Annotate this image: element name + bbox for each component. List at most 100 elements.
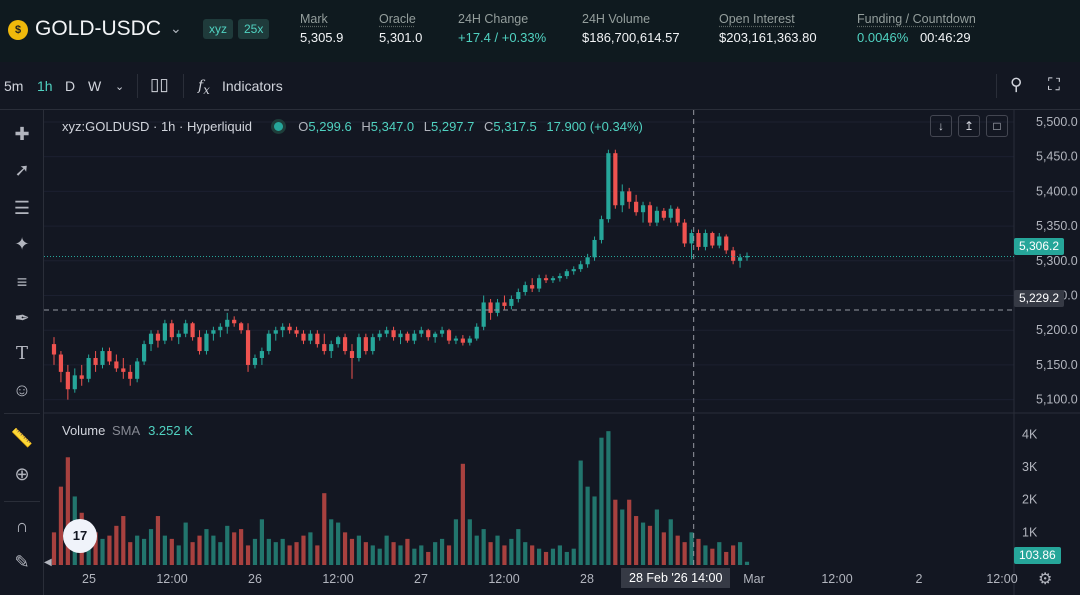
volume-axis-label: 1K bbox=[1022, 525, 1038, 539]
tradingview-logo[interactable]: 17 bbox=[63, 519, 97, 553]
candle-body bbox=[578, 264, 583, 270]
volume-tag: 103.86 bbox=[1014, 547, 1061, 564]
candle-body bbox=[287, 326, 292, 331]
funding-rate: 0.0046% bbox=[857, 30, 909, 45]
candle-body bbox=[661, 210, 666, 218]
volume-bar bbox=[585, 486, 590, 565]
candle-body bbox=[537, 278, 542, 289]
collapse-icon[interactable]: ↥ bbox=[958, 115, 980, 137]
price-axis-label: 5,300.0 bbox=[1036, 254, 1078, 268]
pair-title[interactable]: GOLD-USDC bbox=[35, 17, 162, 40]
volume-bar bbox=[370, 545, 375, 565]
volume-bar bbox=[557, 545, 562, 565]
magnet-icon[interactable]: ∩ bbox=[15, 516, 29, 536]
interval-5m[interactable]: 5m bbox=[4, 78, 24, 94]
scroll-down-icon[interactable]: ↓ bbox=[930, 115, 952, 137]
trendline-icon[interactable]: ➚ bbox=[14, 160, 30, 180]
lock-drawing-icon[interactable]: ✎ bbox=[14, 552, 30, 572]
volume-bar bbox=[661, 532, 666, 565]
volume-bar bbox=[703, 545, 708, 565]
volume-bar bbox=[640, 522, 646, 565]
candle-body bbox=[696, 233, 701, 247]
volume-bar bbox=[578, 460, 583, 565]
candle-body bbox=[377, 333, 382, 338]
intervals-chevron-icon[interactable]: ⌄ bbox=[115, 81, 125, 93]
volume-bar bbox=[620, 509, 625, 565]
candle-body bbox=[495, 302, 500, 313]
fullscreen-icon[interactable]: ⛶ bbox=[1048, 75, 1060, 94]
volume-bar bbox=[204, 529, 209, 565]
chevron-down-icon[interactable]: ⌄ bbox=[170, 20, 182, 36]
volume-bar bbox=[696, 538, 701, 565]
volume-bar bbox=[51, 532, 57, 565]
volume-bar bbox=[190, 542, 195, 565]
volume-bar bbox=[509, 538, 514, 565]
volume-bar bbox=[530, 545, 535, 565]
screenshot-icon[interactable]: ⚲ bbox=[1010, 75, 1023, 94]
volume-stat: 24H Volume $186,700,614.57 bbox=[582, 12, 680, 45]
open-interest-value: $203,161,363.80 bbox=[719, 30, 817, 45]
leverage-badge[interactable]: 25x bbox=[238, 19, 270, 39]
settings-gear-icon[interactable]: ⚙ bbox=[1038, 571, 1053, 588]
candle-body bbox=[155, 333, 161, 341]
price-chart[interactable]: 5,500.05,450.05,400.05,350.05,300.05,250… bbox=[44, 110, 1080, 595]
volume-bar bbox=[426, 551, 431, 565]
volume-bar bbox=[211, 535, 216, 565]
volume-bar bbox=[336, 522, 341, 565]
volume-bar bbox=[252, 538, 258, 565]
volume-bar bbox=[689, 532, 694, 565]
oracle-value: 5,301.0 bbox=[379, 30, 423, 45]
sma-value: 3.252 K bbox=[148, 423, 193, 438]
candle-body bbox=[426, 330, 431, 338]
volume-bar bbox=[724, 551, 729, 565]
time-axis-label: 12:00 bbox=[488, 572, 519, 586]
volume-bar bbox=[135, 535, 140, 565]
volume-bar bbox=[259, 519, 264, 565]
interval-1h[interactable]: 1h bbox=[37, 78, 53, 94]
candle-body bbox=[391, 330, 396, 338]
volume-bar bbox=[654, 509, 660, 565]
candle-body bbox=[93, 357, 98, 365]
symbol-label: xyz:GOLDUSD · 1h · Hyperliquid bbox=[62, 119, 252, 134]
dex-badge: xyz bbox=[203, 19, 233, 39]
zoom-in-icon[interactable]: ⊕ bbox=[14, 464, 30, 484]
candle-body bbox=[627, 191, 632, 202]
volume-bar bbox=[731, 545, 736, 565]
candle-body bbox=[731, 250, 736, 261]
candle-body bbox=[58, 354, 64, 372]
projection-icon[interactable]: ≡ bbox=[16, 272, 28, 292]
volume-bar bbox=[668, 519, 673, 565]
pattern-icon[interactable]: ✦ bbox=[14, 234, 30, 254]
candle-body bbox=[128, 371, 133, 379]
candle-body bbox=[342, 337, 348, 352]
interval-d[interactable]: D bbox=[65, 78, 76, 94]
indicators-icon[interactable]: fx bbox=[198, 78, 210, 97]
scroll-left-icon[interactable]: ◀ bbox=[44, 557, 52, 568]
volume-bar bbox=[329, 519, 334, 565]
indicators-button[interactable]: Indicators bbox=[222, 78, 283, 94]
candle-body bbox=[308, 333, 313, 341]
volume-value: $186,700,614.57 bbox=[582, 30, 680, 45]
ruler-icon[interactable]: 📏 bbox=[10, 428, 34, 448]
candle-body bbox=[398, 333, 403, 338]
interval-w[interactable]: W bbox=[88, 78, 102, 94]
maximize-pane-icon[interactable]: □ bbox=[986, 115, 1008, 137]
volume-bar bbox=[225, 525, 230, 565]
candle-body bbox=[135, 361, 140, 379]
crosshair-icon[interactable]: ✚ bbox=[14, 124, 30, 144]
volume-bar bbox=[634, 516, 639, 565]
fib-lines-icon[interactable]: ☰ bbox=[13, 198, 31, 218]
volume-bar bbox=[128, 542, 133, 565]
candle-body bbox=[336, 337, 341, 345]
emoji-icon[interactable]: ☺ bbox=[12, 380, 32, 400]
candle-body bbox=[315, 333, 320, 345]
text-icon[interactable]: T bbox=[15, 343, 28, 364]
brush-icon[interactable]: ✒ bbox=[14, 308, 30, 328]
candle-body bbox=[190, 323, 195, 338]
candle-body bbox=[384, 330, 389, 334]
candle-body bbox=[599, 219, 604, 240]
candle-style-icon[interactable]: ▯▯ bbox=[150, 75, 169, 94]
candle-body bbox=[640, 205, 646, 213]
volume-axis-label: 3K bbox=[1022, 460, 1038, 474]
candle-body bbox=[322, 344, 327, 352]
